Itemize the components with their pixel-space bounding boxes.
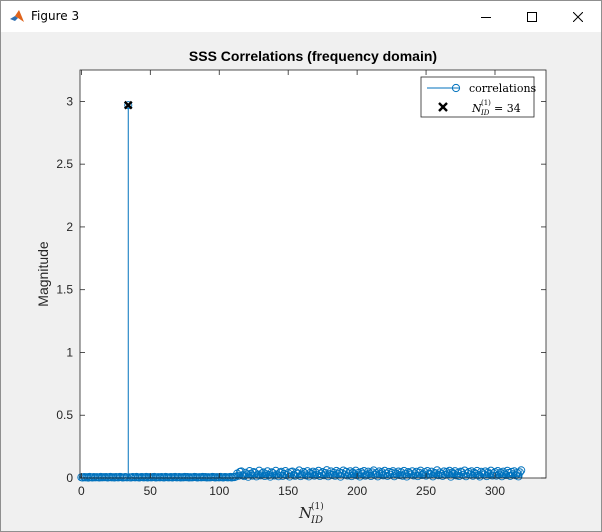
legend-peak-label-value: = 34 (494, 102, 521, 115)
stem-marker (364, 467, 373, 476)
x-tick-label: 300 (485, 484, 505, 498)
axes-background (80, 70, 546, 478)
peak-marker (123, 100, 133, 110)
stem-marker (248, 471, 257, 480)
legend[interactable]: correlations N (1) ID = 34 (420, 76, 537, 118)
y-tick-label: 1.5 (56, 283, 73, 297)
stem-marker (124, 101, 133, 110)
x-tick-label: 100 (209, 484, 229, 498)
stem-marker (428, 472, 437, 481)
stem-marker (322, 466, 331, 475)
maximize-button[interactable] (509, 1, 555, 32)
x-axis-label-superscript: (1) (311, 501, 324, 512)
stem-marker (482, 472, 491, 481)
x-axis-label-base: N (298, 504, 313, 522)
legend-correlations-label: correlations (469, 82, 537, 95)
stem-marker (347, 472, 356, 481)
stem-marker (255, 466, 264, 475)
matlab-icon (10, 10, 24, 22)
stem-marker (256, 471, 265, 480)
legend-peak-label: N (1) ID = 34 (471, 99, 521, 117)
stem-marker (238, 471, 247, 480)
stem-marker (249, 468, 258, 477)
maximize-icon (527, 11, 537, 22)
y-axis-label: Magnitude (35, 241, 51, 307)
stem-marker (348, 468, 358, 477)
legend-peak-label-base: N (471, 102, 482, 115)
axes-box (79, 69, 547, 479)
x-tick-label: 200 (347, 484, 367, 498)
stem-marker (415, 468, 424, 477)
minimize-button[interactable] (463, 1, 509, 32)
x-axis-label-subscript: ID (310, 515, 323, 526)
close-button[interactable] (555, 1, 601, 32)
y-tick-label: 1 (66, 345, 73, 359)
y-tick-label: 0.5 (56, 408, 73, 422)
legend-peak-label-subscript: ID (480, 109, 490, 117)
axis-ticks: 0 50 100 150 200 250 300 0 0.5 1 1.5 2 2.5 3 (56, 70, 546, 498)
stem-marker (515, 468, 524, 477)
stem-marker (263, 467, 272, 476)
y-tick-label: 0 (66, 471, 73, 485)
window-title: Figure 3 (31, 9, 80, 23)
x-axis-label: N (1) ID (298, 501, 324, 526)
stem-marker (304, 472, 313, 481)
stem-marker (319, 471, 329, 480)
x-tick-label: 50 (144, 484, 158, 498)
chart-title: SSS Correlations (frequency domain) (189, 48, 437, 64)
close-icon (573, 11, 583, 22)
stem-marker (497, 472, 506, 481)
stem-marker (413, 472, 422, 481)
stem-marker (285, 472, 294, 481)
x-tick-label: 150 (278, 484, 298, 498)
legend-peak-marker (438, 102, 448, 112)
stem-marker (271, 466, 280, 475)
stem-marker (244, 472, 253, 481)
x-tick-label: 0 (78, 484, 85, 498)
legend-peak-label-superscript: (1) (481, 99, 491, 107)
stem-marker (234, 471, 243, 480)
y-tick-label: 2 (66, 220, 73, 234)
stem-marker (373, 472, 382, 481)
stem-marker (351, 466, 360, 475)
legend-correlations-marker (451, 83, 461, 93)
y-tick-label: 2.5 (56, 157, 73, 171)
stem-marker (296, 472, 305, 481)
minimize-icon (481, 16, 491, 18)
stem-marker (260, 471, 269, 481)
stem-marker (398, 471, 407, 480)
stem-marker (264, 470, 273, 480)
stem-marker (517, 466, 526, 475)
stem-marker (344, 469, 353, 478)
stem-marker (369, 466, 378, 475)
figure-client-area: 0 50 100 150 200 250 300 0 0.5 1 1.5 2 2.5 3 SSS Corr… (1, 32, 601, 531)
y-tick-label: 3 (66, 94, 73, 108)
stem-marker (446, 472, 455, 481)
stem-marker (274, 472, 283, 481)
x-tick-label: 250 (416, 484, 436, 498)
stem-chart[interactable]: 0 50 100 150 200 250 300 0 0.5 1 1.5 2 2.5 3 SSS Corr… (1, 32, 601, 531)
title-bar[interactable]: Figure 3 (1, 1, 601, 32)
